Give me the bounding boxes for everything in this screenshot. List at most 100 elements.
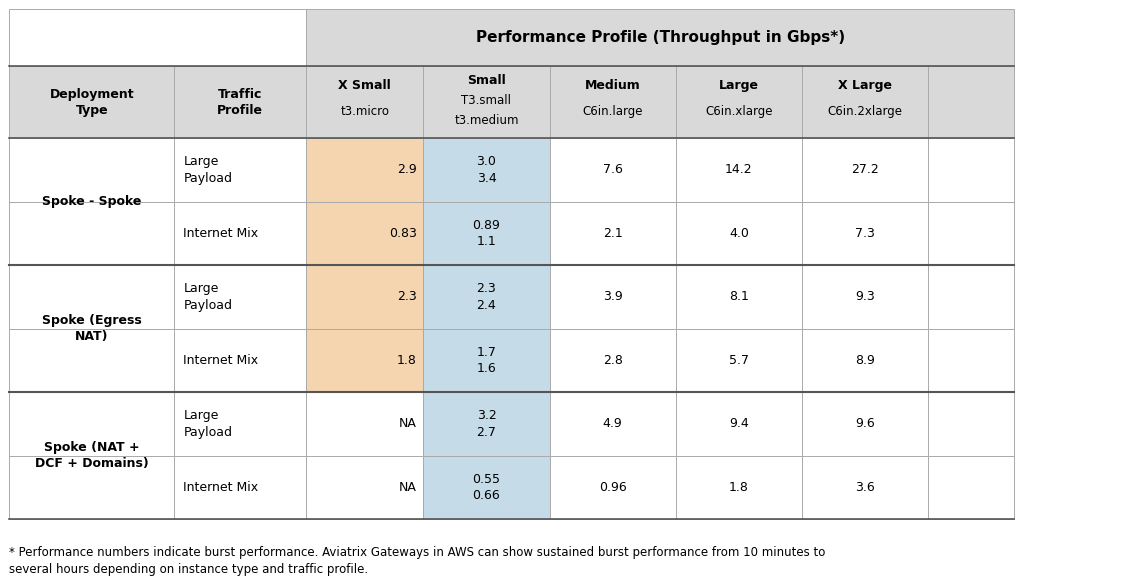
Bar bbox=[802, 456, 928, 519]
Text: Performance Profile (Throughput in Gbps*): Performance Profile (Throughput in Gbps*… bbox=[476, 30, 845, 45]
Text: 0.89
1.1: 0.89 1.1 bbox=[473, 219, 501, 248]
Bar bbox=[306, 456, 424, 519]
Bar bbox=[174, 265, 306, 329]
Bar bbox=[550, 66, 676, 138]
Bar bbox=[424, 456, 550, 519]
Text: 2.1: 2.1 bbox=[603, 227, 623, 240]
Bar bbox=[550, 138, 676, 202]
Bar bbox=[802, 138, 928, 202]
Bar bbox=[928, 392, 1014, 456]
Bar bbox=[928, 66, 1014, 138]
Bar bbox=[174, 202, 306, 265]
Text: 2.9: 2.9 bbox=[396, 163, 417, 176]
Bar bbox=[306, 138, 424, 202]
Text: 7.3: 7.3 bbox=[855, 227, 875, 240]
Bar bbox=[306, 392, 424, 456]
Text: Large
Payload: Large Payload bbox=[183, 409, 233, 439]
Text: 4.0: 4.0 bbox=[729, 227, 749, 240]
Bar bbox=[802, 202, 928, 265]
Text: 4.9: 4.9 bbox=[603, 417, 623, 430]
Text: Large
Payload: Large Payload bbox=[183, 282, 233, 312]
Text: 2.8: 2.8 bbox=[603, 354, 623, 367]
Text: C6in.xlarge: C6in.xlarge bbox=[705, 105, 772, 118]
Bar bbox=[174, 392, 306, 456]
Text: Spoke - Spoke: Spoke - Spoke bbox=[42, 195, 141, 208]
Text: 1.8: 1.8 bbox=[396, 354, 417, 367]
Text: 3.2
2.7: 3.2 2.7 bbox=[476, 409, 496, 439]
Bar bbox=[928, 265, 1014, 329]
Bar bbox=[676, 392, 802, 456]
Text: Small: Small bbox=[467, 74, 506, 87]
Text: T3.small: T3.small bbox=[461, 94, 511, 107]
Bar bbox=[9, 66, 174, 138]
Text: Spoke (NAT +
DCF + Domains): Spoke (NAT + DCF + Domains) bbox=[35, 441, 149, 470]
Bar bbox=[424, 202, 550, 265]
Text: 7.6: 7.6 bbox=[603, 163, 623, 176]
Bar bbox=[9, 138, 174, 202]
Text: Large
Payload: Large Payload bbox=[183, 155, 233, 185]
Bar bbox=[676, 265, 802, 329]
Text: Medium: Medium bbox=[585, 79, 641, 92]
Text: 2.3
2.4: 2.3 2.4 bbox=[477, 282, 496, 312]
Text: 8.9: 8.9 bbox=[855, 354, 875, 367]
Text: 3.0
3.4: 3.0 3.4 bbox=[476, 155, 496, 185]
Text: Large: Large bbox=[719, 79, 759, 92]
Bar bbox=[802, 329, 928, 392]
Text: Spoke (Egress
NAT): Spoke (Egress NAT) bbox=[42, 314, 142, 343]
Text: Internet Mix: Internet Mix bbox=[183, 481, 259, 494]
Bar bbox=[802, 392, 928, 456]
Text: Internet Mix: Internet Mix bbox=[183, 354, 259, 367]
Bar bbox=[174, 329, 306, 392]
Bar bbox=[306, 265, 424, 329]
Text: 9.4: 9.4 bbox=[729, 417, 749, 430]
Bar bbox=[928, 456, 1014, 519]
Bar bbox=[550, 329, 676, 392]
Text: 9.6: 9.6 bbox=[855, 417, 875, 430]
Text: 3.6: 3.6 bbox=[855, 481, 875, 494]
Bar bbox=[306, 9, 1014, 66]
Bar bbox=[802, 66, 928, 138]
Text: 2.3: 2.3 bbox=[396, 290, 417, 303]
Bar bbox=[306, 66, 424, 138]
Bar bbox=[9, 265, 174, 329]
Bar bbox=[550, 202, 676, 265]
Text: X Small: X Small bbox=[339, 79, 391, 92]
Text: C6in.2xlarge: C6in.2xlarge bbox=[827, 105, 902, 118]
Bar bbox=[676, 202, 802, 265]
Text: 0.83: 0.83 bbox=[389, 227, 417, 240]
Bar bbox=[306, 329, 424, 392]
Text: 0.55
0.66: 0.55 0.66 bbox=[473, 473, 501, 502]
Bar bbox=[928, 202, 1014, 265]
Text: 0.96: 0.96 bbox=[599, 481, 627, 494]
Bar bbox=[424, 66, 550, 138]
Bar bbox=[424, 265, 550, 329]
Text: 27.2: 27.2 bbox=[851, 163, 879, 176]
Bar bbox=[802, 265, 928, 329]
Bar bbox=[928, 329, 1014, 392]
Text: 14.2: 14.2 bbox=[725, 163, 753, 176]
Text: t3.micro: t3.micro bbox=[341, 105, 390, 118]
Bar bbox=[676, 456, 802, 519]
Bar bbox=[9, 456, 174, 519]
Text: 9.3: 9.3 bbox=[855, 290, 875, 303]
Bar bbox=[676, 66, 802, 138]
Bar bbox=[928, 138, 1014, 202]
Bar bbox=[424, 329, 550, 392]
Text: 5.7: 5.7 bbox=[729, 354, 749, 367]
Bar bbox=[424, 392, 550, 456]
Text: 1.8: 1.8 bbox=[729, 481, 749, 494]
Bar bbox=[9, 392, 174, 456]
Text: 8.1: 8.1 bbox=[729, 290, 749, 303]
Bar bbox=[550, 265, 676, 329]
Bar bbox=[174, 66, 306, 138]
Text: NA: NA bbox=[399, 417, 417, 430]
Bar bbox=[306, 202, 424, 265]
Text: X Large: X Large bbox=[838, 79, 892, 92]
Bar bbox=[550, 456, 676, 519]
Text: Traffic
Profile: Traffic Profile bbox=[217, 88, 264, 117]
Bar bbox=[9, 202, 174, 265]
Bar bbox=[9, 9, 306, 66]
Text: t3.medium: t3.medium bbox=[454, 113, 519, 127]
Bar bbox=[676, 138, 802, 202]
Bar bbox=[9, 329, 174, 392]
